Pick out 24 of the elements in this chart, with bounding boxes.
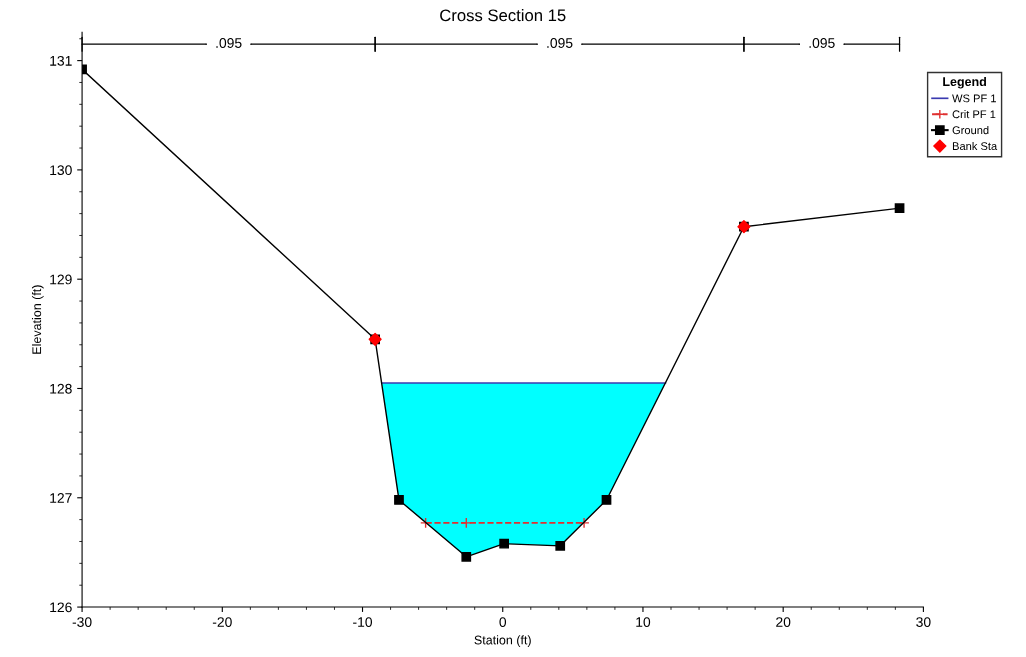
y-tick-label: 130 [50,165,72,176]
x-tick-label: 10 [636,617,651,627]
legend-title: Legend [943,76,986,89]
annotation: .095 [216,38,242,48]
y-tick-label: 129 [50,274,72,285]
legend-label: Crit PF 1 [952,110,996,119]
y-tick-label: 126 [50,602,72,613]
legend-label: Ground [952,125,989,135]
chart-title: Cross Section 15 [440,9,566,22]
y-tick-label: 127 [50,493,72,503]
x-tick-label: -20 [212,617,232,627]
y-tick-label: 128 [50,383,72,394]
x-axis-title: Station (ft) [474,635,531,647]
legend-label: WS PF 1 [952,94,996,103]
x-tick-label: 0 [499,617,507,627]
y-axis-title: Elevation (ft) [31,285,44,354]
x-tick-label: 30 [916,617,931,627]
annotation: .095 [547,38,573,48]
y-tick-label: 131 [50,55,72,66]
x-tick-label: -30 [72,617,92,627]
x-tick-label: -10 [353,617,373,627]
legend-label: Bank Sta [952,141,998,151]
x-tick-label: 20 [776,617,791,627]
annotation: .095 [809,38,835,48]
